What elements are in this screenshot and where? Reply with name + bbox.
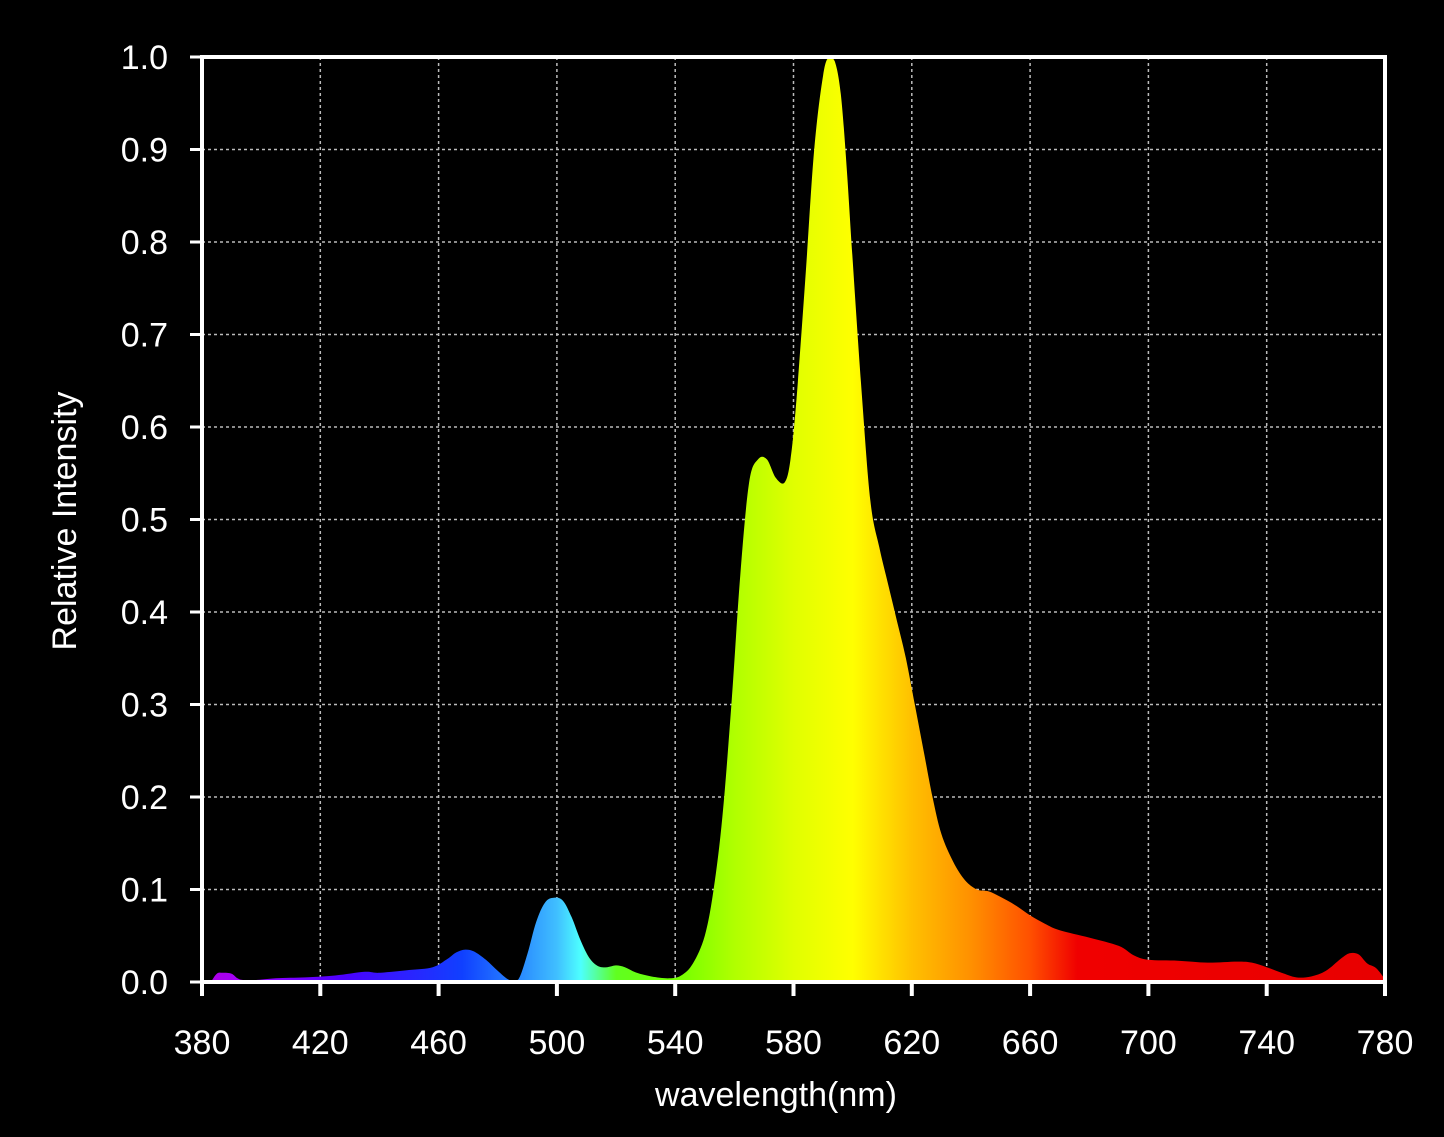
x-tick-label: 660: [1002, 1024, 1059, 1062]
spectrum-area: [210, 57, 1385, 982]
x-tick-label: 700: [1120, 1024, 1177, 1062]
x-axis-title: wavelength(nm): [654, 1076, 897, 1114]
x-tick-label: 580: [765, 1024, 822, 1062]
y-tick-label: 0.6: [121, 409, 168, 447]
y-tick-label: 0.1: [121, 872, 168, 910]
x-tick-label: 420: [292, 1024, 349, 1062]
y-tick-label: 0.0: [121, 964, 168, 1002]
y-tick-label: 0.9: [121, 132, 168, 170]
y-tick-label: 0.2: [121, 779, 168, 817]
grid-lines: [202, 57, 1385, 982]
x-axis-ticks: 380 420 460 500 540 580 620 660 700 740 780: [174, 982, 1414, 1062]
x-tick-label: 740: [1238, 1024, 1295, 1062]
y-tick-label: 1.0: [121, 39, 168, 77]
y-axis-title: Relative Intensity: [46, 392, 84, 651]
x-tick-label: 380: [174, 1024, 231, 1062]
x-tick-label: 780: [1357, 1024, 1414, 1062]
y-tick-label: 0.5: [121, 502, 168, 540]
y-axis-ticks: 0.0 0.1 0.2 0.3 0.4 0.5 0.6 0.7 0.8 0.9 1.0: [121, 39, 202, 1002]
y-tick-label: 0.3: [121, 687, 168, 725]
y-tick-label: 0.7: [121, 317, 168, 355]
x-tick-label: 460: [410, 1024, 467, 1062]
x-tick-label: 620: [883, 1024, 940, 1062]
y-tick-label: 0.4: [121, 594, 168, 632]
x-tick-label: 540: [647, 1024, 704, 1062]
x-tick-label: 500: [529, 1024, 586, 1062]
y-tick-label: 0.8: [121, 224, 168, 262]
